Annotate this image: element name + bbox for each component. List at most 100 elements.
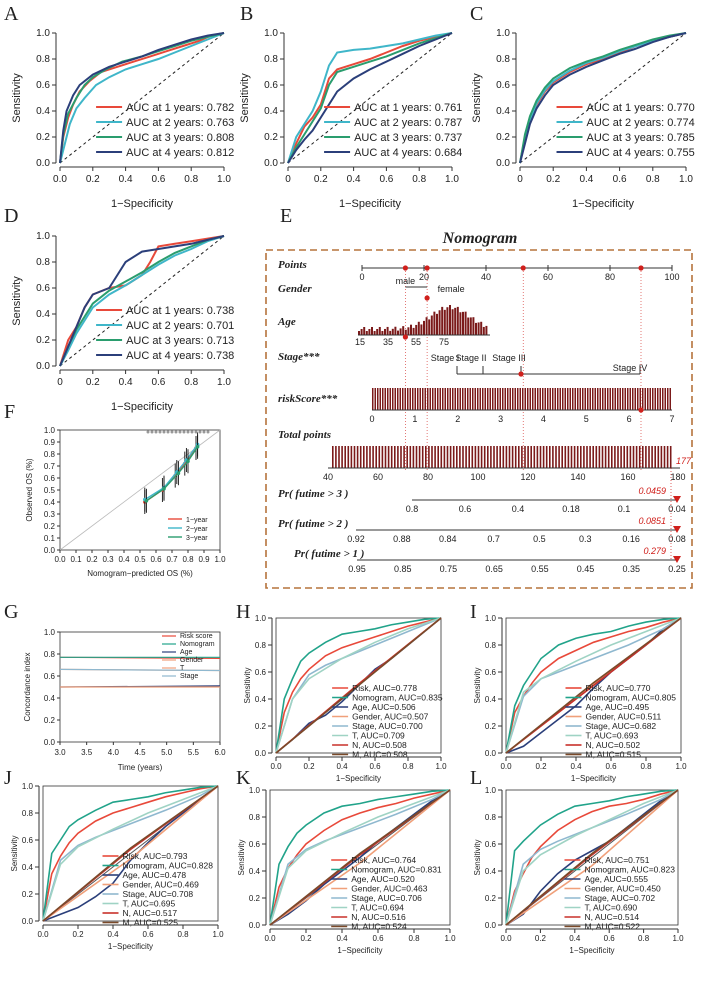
roc-panel-b: 0 0.0 0.2 0.2 0.4 0.4 0.6 0.6 0.8 0.8 1.0 1.0 1−Spec… <box>239 28 462 210</box>
points-tick-label: 20 <box>419 272 429 282</box>
legend-entry: AUC at 2 years: 0.787 <box>354 117 462 129</box>
y-tick-label: 0.0 <box>496 158 510 169</box>
legend-entry: Age <box>180 649 193 656</box>
legend-entry: Stage, AUC=0.706 <box>351 893 422 903</box>
roc-series-line <box>505 789 679 926</box>
points-tick-label: 100 <box>664 272 679 282</box>
x-tick-label: 0.6 <box>372 934 384 943</box>
y-tick-label: 0.0 <box>36 361 50 372</box>
legend-entry: AUC at 1 years: 0.761 <box>354 102 462 114</box>
roc-series-line <box>505 789 679 926</box>
y-tick-label: 0.8 <box>22 809 34 818</box>
x-axis-label: 1−Specificity <box>337 946 382 955</box>
y-tick-label: 0.8 <box>36 257 50 268</box>
y-tick-label: 0.4 <box>255 695 267 704</box>
y-tick-label: 0.2 <box>496 132 510 143</box>
riskscore-bar <box>472 388 474 410</box>
rug-mark <box>162 430 166 434</box>
riskscore-bar <box>564 388 566 410</box>
riskscore-bar <box>547 388 549 410</box>
total-points-bar <box>561 446 563 468</box>
riskscore-bar <box>402 388 404 410</box>
riskscore-bar <box>607 388 609 410</box>
riskscore-bar <box>519 388 521 410</box>
age-tick-label: 75 <box>439 337 449 347</box>
legend-entry: Stage, AUC=0.682 <box>586 721 657 731</box>
riskscore-bar <box>544 388 546 410</box>
roc-series-line <box>287 32 453 164</box>
y-tick-label: 0.5 <box>44 486 56 495</box>
x-tick-label: 0.8 <box>402 762 414 771</box>
x-tick-label: 0.2 <box>314 174 328 185</box>
legend-entry: Risk, AUC=0.751 <box>584 855 649 865</box>
total-points-bar <box>539 446 542 468</box>
x-tick-label: 0.0 <box>500 934 512 943</box>
total-points-bar <box>332 446 334 468</box>
age-histogram-bar <box>407 327 410 335</box>
age-histogram-bar <box>456 306 459 335</box>
riskscore-bar <box>382 388 384 410</box>
points-tick-label: 60 <box>543 272 553 282</box>
legend-entry: Nomogram, AUC=0.835 <box>352 693 443 703</box>
x-tick-label: 0.0 <box>53 174 67 185</box>
age-histogram-bar <box>423 320 425 335</box>
riskscore-bar <box>634 388 636 410</box>
y-tick-label: 1.0 <box>36 28 50 39</box>
riskscore-bar <box>434 388 436 410</box>
roc-series-line <box>42 785 219 922</box>
riskscore-bar <box>397 388 399 410</box>
roc-series-line <box>519 32 687 164</box>
x-tick-label: 0.0 <box>37 930 49 939</box>
age-tick-label: 55 <box>411 337 421 347</box>
riskscore-bar <box>567 388 569 410</box>
age-histogram-bar <box>428 319 431 335</box>
riskscore-bar <box>657 388 659 410</box>
y-tick-label: 0.0 <box>249 921 261 930</box>
y-tick-label: 0.4 <box>264 106 278 117</box>
riskscore-bar <box>464 388 466 410</box>
rug-mark <box>186 430 190 434</box>
total-points-bar <box>623 446 625 468</box>
x-tick-label: 0.8 <box>184 377 198 388</box>
cindex-line <box>59 668 221 672</box>
riskscore-bar <box>487 388 489 410</box>
age-histogram-bar <box>449 305 451 335</box>
riskscore-bar <box>644 388 646 410</box>
pr3-tick-label: 0.04 <box>668 504 686 514</box>
panel-letter-a: A <box>4 3 19 25</box>
riskscore-bar <box>372 388 374 410</box>
x-tick-label: 0.8 <box>184 174 198 185</box>
riskscore-bar <box>552 388 554 410</box>
x-tick-label: 0.4 <box>570 762 582 771</box>
total-points-tick-label: 120 <box>520 472 535 482</box>
total-points-bar <box>406 446 408 468</box>
y-tick-label: 0.6 <box>44 672 56 681</box>
y-tick-label: 1.0 <box>264 28 278 39</box>
total-points-bar <box>378 446 381 468</box>
total-points-bar <box>502 446 505 468</box>
total-points-bar <box>335 446 337 468</box>
x-tick-label: 0.2 <box>72 930 84 939</box>
age-histogram-bar <box>397 330 399 335</box>
x-tick-label: 0.8 <box>640 762 652 771</box>
riskscore-bar <box>417 388 419 410</box>
x-tick-label: 0 <box>57 377 63 388</box>
total-points-bar <box>452 446 455 468</box>
x-axis-label: 1−Specificity <box>111 198 174 210</box>
age-tick-label: 35 <box>383 337 393 347</box>
reference-diagonal <box>59 32 225 164</box>
roc-series-line <box>505 789 679 926</box>
legend-entry: AUC at 3 years: 0.737 <box>354 132 462 144</box>
y-tick-label: 0.2 <box>44 522 56 531</box>
age-histogram-bar <box>404 329 407 335</box>
total-points-bar <box>536 446 539 468</box>
total-points-tick-label: 60 <box>373 472 383 482</box>
total-points-bar <box>471 446 474 468</box>
riskscore-bar <box>587 388 589 410</box>
roc-series-line <box>59 235 225 367</box>
y-tick-label: 0.6 <box>255 668 267 677</box>
y-tick-label: 0.8 <box>496 54 510 65</box>
riskscore-bar <box>457 388 459 410</box>
row-label-total-points: Total points <box>278 429 331 441</box>
riskscore-bar <box>667 388 669 410</box>
